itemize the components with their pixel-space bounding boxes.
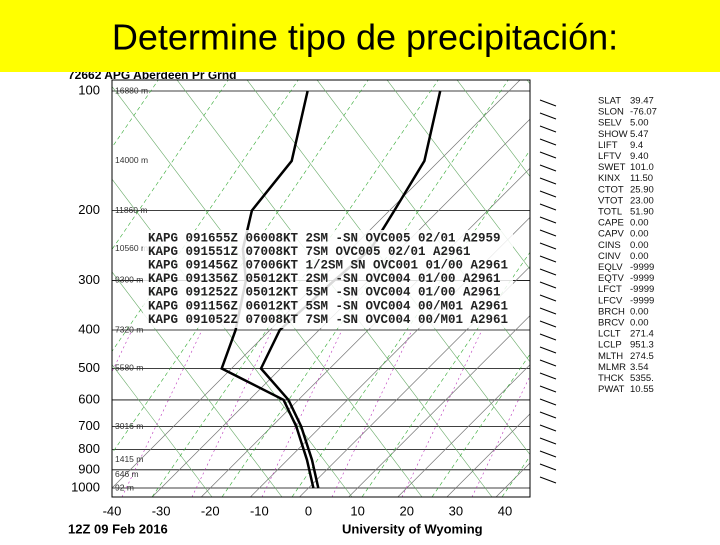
index-name: VTOT [598, 195, 623, 206]
footer-left: 12Z 09 Feb 2016 [68, 521, 168, 536]
x-tick-label: -40 [103, 503, 122, 518]
index-name: TOTL [598, 207, 622, 218]
index-value: 101.0 [630, 162, 654, 173]
x-tick-label: -20 [201, 503, 220, 518]
index-value: 11.50 [630, 173, 653, 184]
index-value: -9999 [630, 273, 654, 284]
y-tick-label: 1000 [71, 479, 100, 494]
index-name: SWET [598, 162, 626, 173]
height-label: 92 m [115, 482, 134, 492]
observation: KAPG 091551Z 07008KT 7SM OVC005 02/01 A2… [148, 245, 471, 259]
y-tick-label: 900 [78, 461, 100, 476]
x-tick-label: 10 [350, 503, 364, 518]
height-label: 5580 m [115, 363, 143, 373]
index-name: EQTV [598, 273, 625, 284]
y-tick-label: 400 [78, 321, 100, 336]
index-value: 3.54 [630, 362, 649, 373]
index-value: 10.55 [630, 384, 654, 395]
observation: KAPG 091356Z 05012KT 2SM -SN OVC004 01/0… [148, 272, 501, 286]
index-value: 0.00 [630, 251, 649, 262]
index-name: LFCT [598, 284, 622, 295]
index-value: 5.47 [630, 129, 649, 140]
height-label: 1415 m [115, 454, 143, 464]
index-name: MLTH [598, 351, 623, 362]
index-name: LCLT [598, 329, 621, 340]
index-value: 39.47 [630, 96, 654, 107]
index-name: PWAT [598, 384, 625, 395]
index-value: -9999 [630, 295, 654, 306]
height-label: 3016 m [115, 421, 143, 431]
height-label: 11860 m [115, 205, 147, 215]
y-tick-label: 300 [78, 272, 100, 287]
slide-title: Determine tipo de precipitación: [112, 17, 618, 58]
index-value: 274.5 [630, 351, 654, 362]
observation: KAPG 091156Z 06012KT 5SM -SN OVC004 00/M… [148, 299, 508, 313]
index-value: 0.00 [630, 240, 649, 251]
index-value: 951.3 [630, 340, 654, 351]
index-value: 0.00 [630, 318, 649, 329]
footer-right: University of Wyoming [342, 521, 483, 536]
y-tick-label: 100 [78, 82, 100, 97]
index-name: SLAT [598, 96, 621, 107]
index-value: 271.4 [630, 329, 654, 340]
index-value: 5.00 [630, 118, 649, 129]
observation: KAPG 091052Z 07008KT 7SM -SN OVC004 00/M… [148, 313, 508, 327]
height-label: 9300 m [115, 275, 143, 285]
x-tick-label: 0 [305, 503, 312, 518]
index-value: 9.4 [630, 140, 643, 151]
index-value: -9999 [630, 284, 654, 295]
index-name: LFCV [598, 295, 623, 306]
y-tick-label: 700 [78, 418, 100, 433]
index-name: BRCV [598, 318, 625, 329]
index-value: 51.90 [630, 207, 654, 218]
index-name: KINX [598, 173, 621, 184]
index-value: -76.07 [630, 107, 657, 118]
index-name: SELV [598, 118, 622, 129]
index-name: CINS [598, 240, 621, 251]
index-name: LCLP [598, 340, 622, 351]
x-tick-label: 20 [400, 503, 414, 518]
x-tick-label: -30 [152, 503, 171, 518]
index-name: CAPE [598, 218, 624, 229]
index-name: LFTV [598, 151, 622, 162]
index-name: CINV [598, 251, 621, 262]
x-tick-label: -10 [250, 503, 269, 518]
index-value: 0.00 [630, 218, 649, 229]
height-label: 16880 m [115, 85, 148, 95]
index-name: CTOT [598, 184, 624, 195]
index-value: 23.00 [630, 195, 654, 206]
index-name: SLON [598, 107, 624, 118]
index-value: 5355. [630, 373, 654, 384]
observation: KAPG 091252Z 05012KT 5SM -SN OVC004 01/0… [148, 286, 501, 300]
index-name: MLMR [598, 362, 626, 373]
observation: KAPG 091655Z 06008KT 2SM -SN OVC005 02/0… [148, 231, 501, 245]
height-label: 7320 m [115, 324, 143, 334]
y-tick-label: 600 [78, 391, 100, 406]
observation: KAPG 091456Z 07006KT 1/2SM SN OVC001 01/… [148, 258, 508, 272]
index-value: 25.90 [630, 184, 654, 195]
x-tick-label: 40 [498, 503, 512, 518]
index-name: CAPV [598, 229, 625, 240]
index-value: -9999 [630, 262, 654, 273]
height-label: 14000 m [115, 155, 148, 165]
y-tick-label: 800 [78, 441, 100, 456]
index-name: BRCH [598, 306, 625, 317]
index-value: 0.00 [630, 306, 649, 317]
index-value: 9.40 [630, 151, 649, 162]
index-name: THCK [598, 373, 625, 384]
index-name: LIFT [598, 140, 618, 151]
height-label: 646 m [115, 469, 139, 479]
x-tick-label: 30 [449, 503, 463, 518]
y-tick-label: 200 [78, 202, 100, 217]
index-value: 0.00 [630, 229, 649, 240]
index-name: SHOW [598, 129, 628, 140]
y-tick-label: 500 [78, 360, 100, 375]
index-name: EQLV [598, 262, 623, 273]
